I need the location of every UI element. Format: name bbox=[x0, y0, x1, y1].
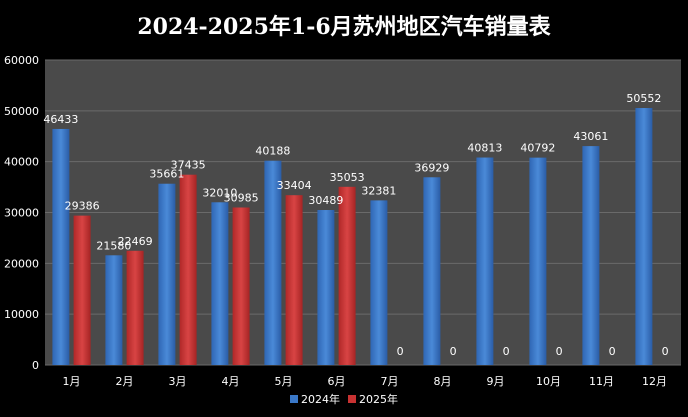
x-tick-label: 1月 bbox=[63, 375, 81, 388]
data-label: 36929 bbox=[414, 161, 449, 174]
data-labels: 46433 21580 35661 32010 40188 30489 32381 36929… bbox=[43, 92, 668, 358]
data-label: 30985 bbox=[224, 191, 259, 204]
bar-series-1 bbox=[52, 128, 70, 365]
data-label: 22469 bbox=[118, 235, 153, 248]
bar-series-1 bbox=[370, 200, 388, 365]
grid bbox=[45, 59, 681, 366]
x-tick-label: 6月 bbox=[328, 375, 346, 388]
bar-series-1 bbox=[105, 255, 123, 365]
data-label: 40188 bbox=[255, 145, 290, 158]
legend-label: 2025年 bbox=[359, 392, 398, 406]
bar-series-2 bbox=[232, 207, 250, 365]
y-tick-label: 40000 bbox=[4, 156, 39, 169]
bar-series-2 bbox=[285, 195, 303, 365]
data-label: 40792 bbox=[520, 142, 555, 155]
bar-series-1 bbox=[635, 108, 653, 365]
bars bbox=[52, 108, 653, 365]
x-tick-label: 2月 bbox=[116, 375, 134, 388]
bar-series-1 bbox=[158, 183, 176, 365]
data-label: 0 bbox=[556, 345, 563, 358]
y-tick-label: 60000 bbox=[4, 54, 39, 67]
x-tick-label: 3月 bbox=[169, 375, 187, 388]
y-tick-label: 0 bbox=[32, 359, 39, 372]
bar-series-1 bbox=[317, 210, 335, 365]
x-tick-label: 5月 bbox=[275, 375, 293, 388]
x-tick-label: 9月 bbox=[487, 375, 505, 388]
x-tick-label: 12月 bbox=[642, 375, 667, 388]
chart-title: 2024-2025年1-6月苏州地区汽车销量表 bbox=[137, 14, 551, 40]
data-label: 46433 bbox=[43, 113, 78, 126]
bar-series-1 bbox=[529, 157, 547, 365]
data-label: 35661 bbox=[149, 168, 184, 181]
data-label: 21580 bbox=[96, 239, 131, 252]
data-label: 0 bbox=[503, 345, 510, 358]
y-tick-label: 50000 bbox=[4, 105, 39, 118]
legend: 2024年 2025年 bbox=[290, 392, 398, 406]
y-tick-label: 10000 bbox=[4, 308, 39, 321]
data-label: 30489 bbox=[308, 194, 343, 207]
legend-swatch bbox=[348, 395, 356, 403]
data-label: 37435 bbox=[171, 159, 206, 172]
legend-label: 2024年 bbox=[301, 392, 340, 406]
bar-series-1 bbox=[582, 146, 600, 365]
y-axis: 0 10000 20000 30000 40000 50000 60000 bbox=[4, 54, 39, 372]
bar-series-1 bbox=[423, 177, 441, 365]
data-label: 32381 bbox=[361, 184, 396, 197]
data-label: 0 bbox=[450, 345, 457, 358]
data-label: 43061 bbox=[573, 130, 608, 143]
data-label: 50552 bbox=[626, 92, 661, 105]
data-label: 0 bbox=[609, 345, 616, 358]
x-tick-label: 11月 bbox=[589, 375, 614, 388]
y-tick-label: 30000 bbox=[4, 207, 39, 220]
x-tick-label: 8月 bbox=[434, 375, 452, 388]
legend-swatch bbox=[290, 395, 298, 403]
bar-series-1 bbox=[264, 160, 282, 365]
data-label: 33404 bbox=[277, 179, 312, 192]
data-label: 0 bbox=[397, 345, 404, 358]
data-label: 35053 bbox=[330, 171, 365, 184]
bar-series-2 bbox=[179, 174, 197, 365]
x-axis: 1月 2月 3月 4月 5月 6月 7月 8月 9月 10月 11月 12月 bbox=[63, 375, 668, 388]
bar-series-2 bbox=[126, 250, 144, 365]
bar-series-1 bbox=[211, 202, 229, 365]
x-tick-label: 7月 bbox=[381, 375, 399, 388]
x-tick-label: 4月 bbox=[222, 375, 240, 388]
y-tick-label: 20000 bbox=[4, 257, 39, 270]
data-label: 32010 bbox=[202, 186, 237, 199]
data-label: 0 bbox=[662, 345, 669, 358]
bar-series-2 bbox=[73, 215, 91, 365]
bar-series-2 bbox=[338, 186, 356, 365]
x-tick-label: 10月 bbox=[536, 375, 561, 388]
data-label: 40813 bbox=[467, 142, 502, 155]
data-label: 29386 bbox=[65, 200, 100, 213]
bar-series-1 bbox=[476, 157, 494, 365]
